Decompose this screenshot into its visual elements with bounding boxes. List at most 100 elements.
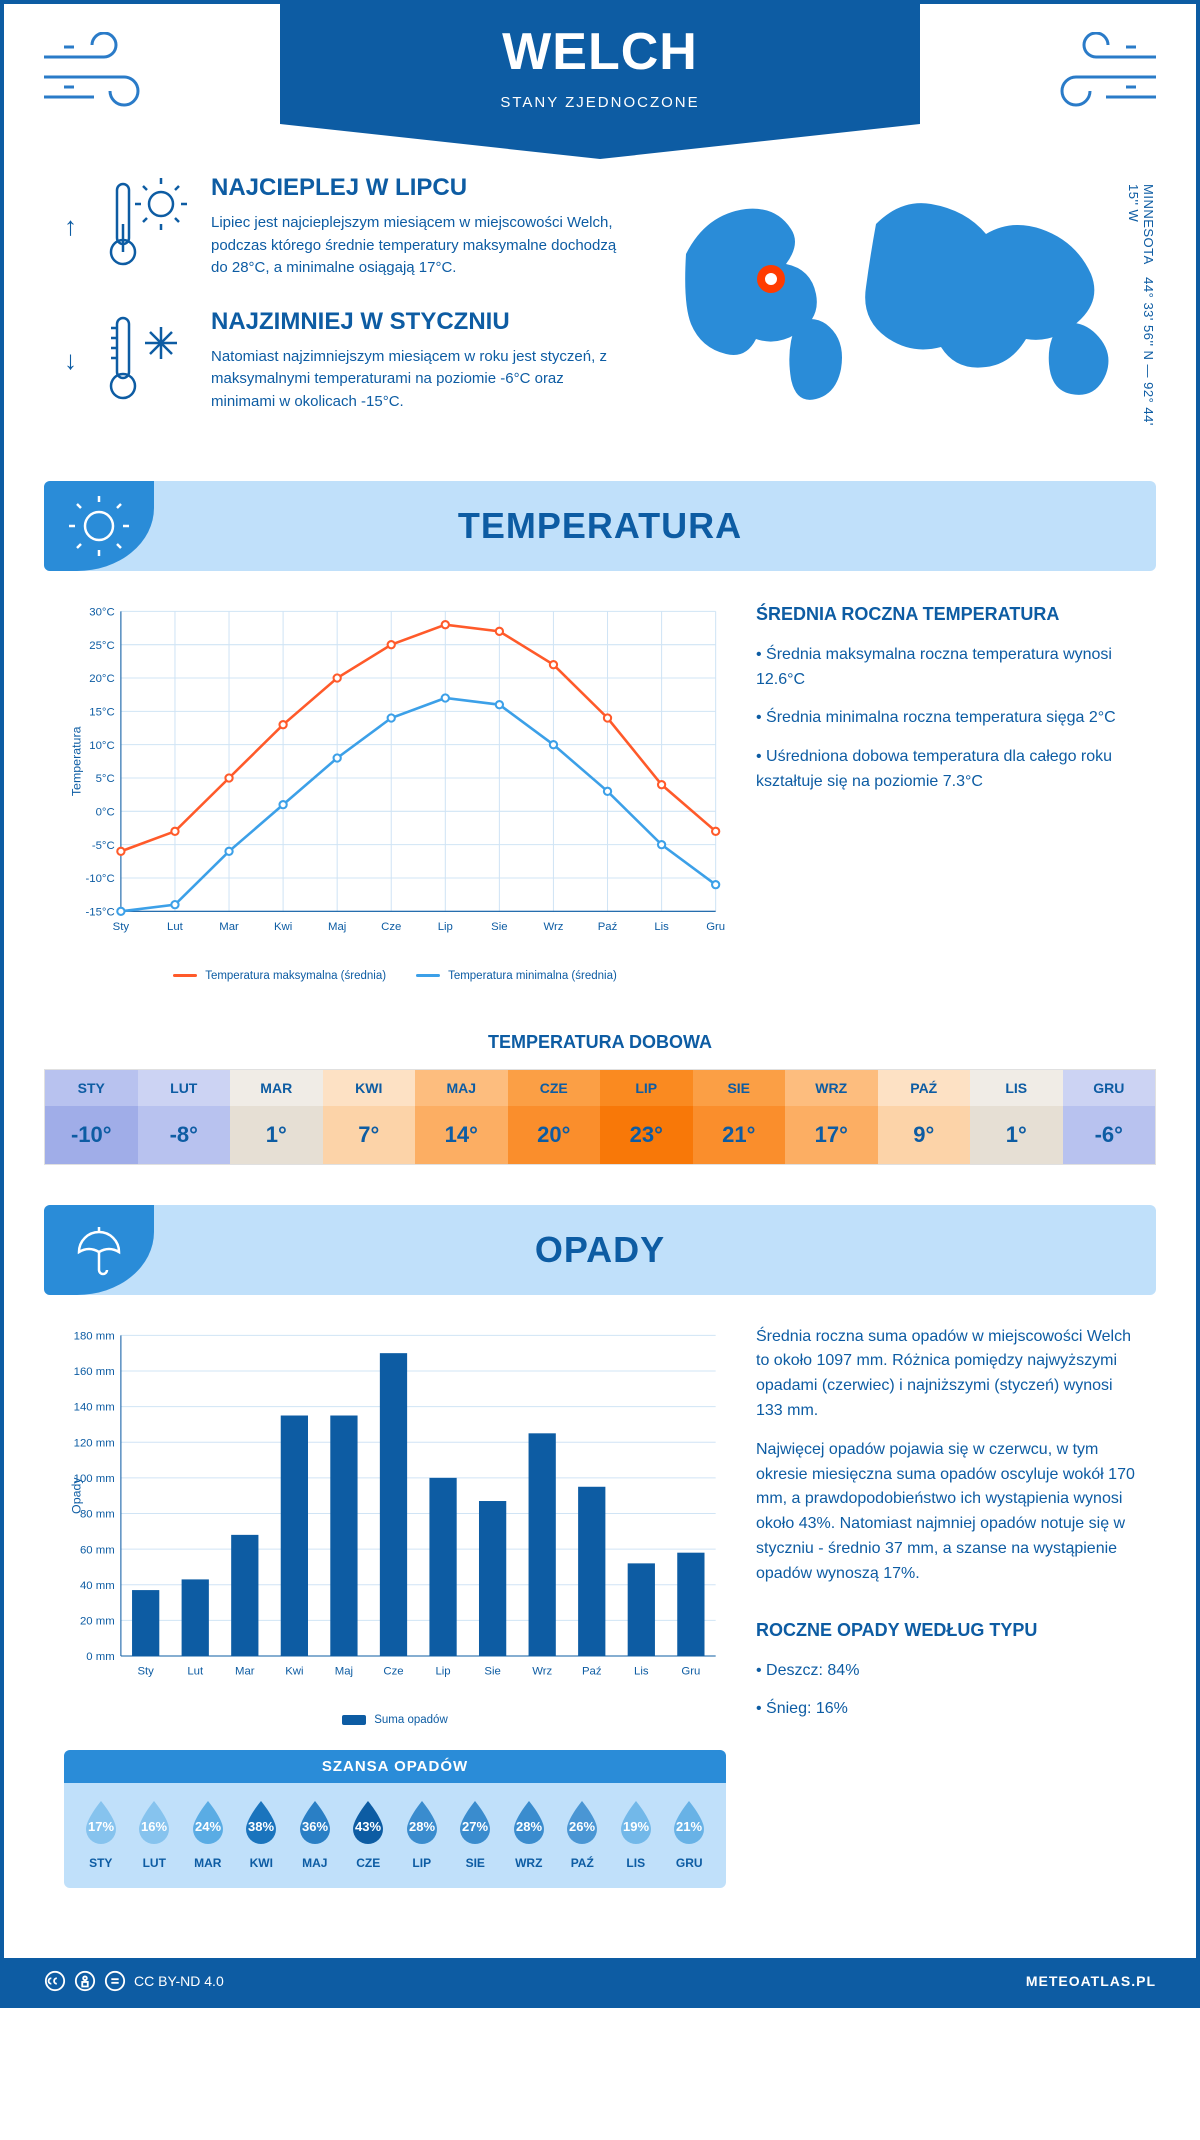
svg-text:Sie: Sie — [484, 1665, 500, 1677]
rain-chance-drop: 24% MAR — [181, 1797, 235, 1870]
rain-chance-drop: 17% STY — [74, 1797, 128, 1870]
svg-text:Wrz: Wrz — [543, 921, 563, 933]
svg-text:Gru: Gru — [681, 1665, 700, 1677]
svg-text:21%: 21% — [676, 1819, 702, 1834]
svg-text:80 mm: 80 mm — [80, 1508, 115, 1520]
svg-text:Lis: Lis — [634, 1665, 649, 1677]
drops-row: 17% STY 16% LUT 24% MAR 38% KWI 36% MAJ … — [64, 1783, 726, 1876]
precip-p1: Średnia roczna suma opadów w miejscowośc… — [756, 1325, 1136, 1424]
daily-temp-table: STY -10° LUT -8° MAR 1° KWI 7° MAJ 14° C… — [44, 1069, 1156, 1165]
fact-cold-body: Natomiast najzimniejszym miesiącem w rok… — [211, 346, 626, 414]
temp-side-heading: ŚREDNIA ROCZNA TEMPERATURA — [756, 601, 1136, 629]
drops-panel: SZANSA OPADÓW 17% STY 16% LUT 24% MAR 38… — [64, 1750, 726, 1888]
svg-text:36%: 36% — [302, 1819, 328, 1834]
svg-text:120 mm: 120 mm — [74, 1437, 115, 1449]
svg-text:-10°C: -10°C — [86, 873, 115, 885]
sun-icon — [44, 481, 154, 571]
month-cell: GRU -6° — [1063, 1070, 1156, 1164]
rain-chance-drop: 26% PAŹ — [556, 1797, 610, 1870]
month-cell: LUT -8° — [138, 1070, 231, 1164]
svg-text:140 mm: 140 mm — [74, 1401, 115, 1413]
thermometer-snow-icon — [101, 308, 191, 408]
svg-text:5°C: 5°C — [96, 773, 115, 785]
svg-text:20°C: 20°C — [89, 673, 114, 685]
precip-row: 0 mm20 mm40 mm60 mm80 mm100 mm120 mm140 … — [4, 1325, 1196, 1938]
svg-text:28%: 28% — [409, 1819, 435, 1834]
svg-text:-15°C: -15°C — [86, 906, 115, 918]
precip-title: OPADY — [535, 1229, 665, 1271]
svg-text:Temperatura: Temperatura — [70, 726, 84, 796]
legend-item: Temperatura minimalna (średnia) — [416, 970, 617, 982]
svg-text:19%: 19% — [623, 1819, 649, 1834]
temp-bullet: • Uśredniona dobowa temperatura dla całe… — [756, 745, 1136, 795]
world-map — [666, 174, 1136, 414]
temperature-row: -15°C-10°C-5°C0°C5°C10°C15°C20°C25°C30°C… — [4, 601, 1196, 1012]
rain-chance-drop: 21% GRU — [663, 1797, 717, 1870]
svg-text:24%: 24% — [195, 1819, 221, 1834]
fact-hot-title: NAJCIEPLEJ W LIPCU — [211, 174, 626, 202]
svg-text:Paź: Paź — [582, 1665, 602, 1677]
svg-text:Kwi: Kwi — [285, 1665, 303, 1677]
month-cell: MAR 1° — [230, 1070, 323, 1164]
map-column: MINNESOTA 44° 33' 56'' N — 92° 44' 15'' … — [666, 174, 1136, 441]
svg-text:Lip: Lip — [435, 1665, 450, 1677]
rain-chance-drop: 36% MAJ — [288, 1797, 342, 1870]
svg-text:Sty: Sty — [113, 921, 130, 933]
rain-chance-drop: 43% CZE — [342, 1797, 396, 1870]
svg-text:Lut: Lut — [167, 921, 184, 933]
drops-title: SZANSA OPADÓW — [64, 1750, 726, 1783]
nd-icon — [104, 1970, 126, 1992]
svg-text:15°C: 15°C — [89, 706, 114, 718]
month-cell: LIS 1° — [970, 1070, 1063, 1164]
license-text: CC BY-ND 4.0 — [134, 1973, 224, 1989]
svg-text:Gru: Gru — [706, 921, 725, 933]
svg-text:Cze: Cze — [381, 921, 401, 933]
coordinates: MINNESOTA 44° 33' 56'' N — 92° 44' 15'' … — [1126, 184, 1156, 441]
rain-chance-drop: 28% LIP — [395, 1797, 449, 1870]
svg-text:Lut: Lut — [187, 1665, 204, 1677]
fact-cold: ↓ NAJZIMNIEJ W STYCZNIU Natomiast najzim… — [64, 308, 626, 414]
month-cell: SIE 21° — [693, 1070, 786, 1164]
arrow-up-icon: ↑ — [64, 211, 77, 242]
temperature-line-chart: -15°C-10°C-5°C0°C5°C10°C15°C20°C25°C30°C… — [64, 601, 726, 953]
temperature-chart-col: -15°C-10°C-5°C0°C5°C10°C15°C20°C25°C30°C… — [64, 601, 726, 982]
page: WELCH STANY ZJEDNOCZONE ↑ NAJCIEPLEJ W L… — [0, 0, 1200, 2008]
by-icon — [74, 1970, 96, 1992]
svg-text:Kwi: Kwi — [274, 921, 292, 933]
month-cell: LIP 23° — [600, 1070, 693, 1164]
temperature-side-text: ŚREDNIA ROCZNA TEMPERATURA • Średnia mak… — [756, 601, 1136, 982]
legend-item: Temperatura maksymalna (średnia) — [173, 970, 386, 982]
rain-chance-drop: 27% SIE — [449, 1797, 503, 1870]
svg-text:10°C: 10°C — [89, 740, 114, 752]
temperature-title: TEMPERATURA — [458, 505, 742, 547]
svg-text:40 mm: 40 mm — [80, 1580, 115, 1592]
svg-text:Mar: Mar — [235, 1665, 255, 1677]
svg-text:Cze: Cze — [383, 1665, 403, 1677]
cc-icon — [44, 1970, 66, 1992]
svg-text:43%: 43% — [355, 1819, 381, 1834]
thermometer-sun-icon — [101, 174, 191, 274]
svg-text:0°C: 0°C — [96, 806, 115, 818]
svg-text:27%: 27% — [462, 1819, 488, 1834]
svg-text:26%: 26% — [569, 1819, 595, 1834]
svg-text:60 mm: 60 mm — [80, 1544, 115, 1556]
wind-icon-left — [34, 32, 174, 122]
precip-side-text: Średnia roczna suma opadów w miejscowośc… — [756, 1325, 1136, 1908]
svg-text:16%: 16% — [141, 1819, 167, 1834]
fact-hot: ↑ NAJCIEPLEJ W LIPCU Lipiec jest najciep… — [64, 174, 626, 280]
rain-chance-drop: 16% LUT — [128, 1797, 182, 1870]
site-name: METEOATLAS.PL — [1026, 1973, 1156, 1989]
temperature-section-header: TEMPERATURA — [44, 481, 1156, 571]
temperature-legend: Temperatura maksymalna (średnia) Temperat… — [64, 970, 726, 982]
footer: CC BY-ND 4.0 METEOATLAS.PL — [4, 1958, 1196, 2004]
svg-text:0 mm: 0 mm — [86, 1651, 114, 1663]
precip-section-header: OPADY — [44, 1205, 1156, 1295]
svg-text:Mar: Mar — [219, 921, 239, 933]
svg-text:Sie: Sie — [491, 921, 507, 933]
precip-legend-label: Suma opadów — [374, 1714, 448, 1726]
svg-text:20 mm: 20 mm — [80, 1615, 115, 1627]
month-cell: CZE 20° — [508, 1070, 601, 1164]
svg-text:Paź: Paź — [598, 921, 618, 933]
svg-text:Opady: Opady — [70, 1476, 84, 1513]
svg-text:Sty: Sty — [137, 1665, 154, 1677]
